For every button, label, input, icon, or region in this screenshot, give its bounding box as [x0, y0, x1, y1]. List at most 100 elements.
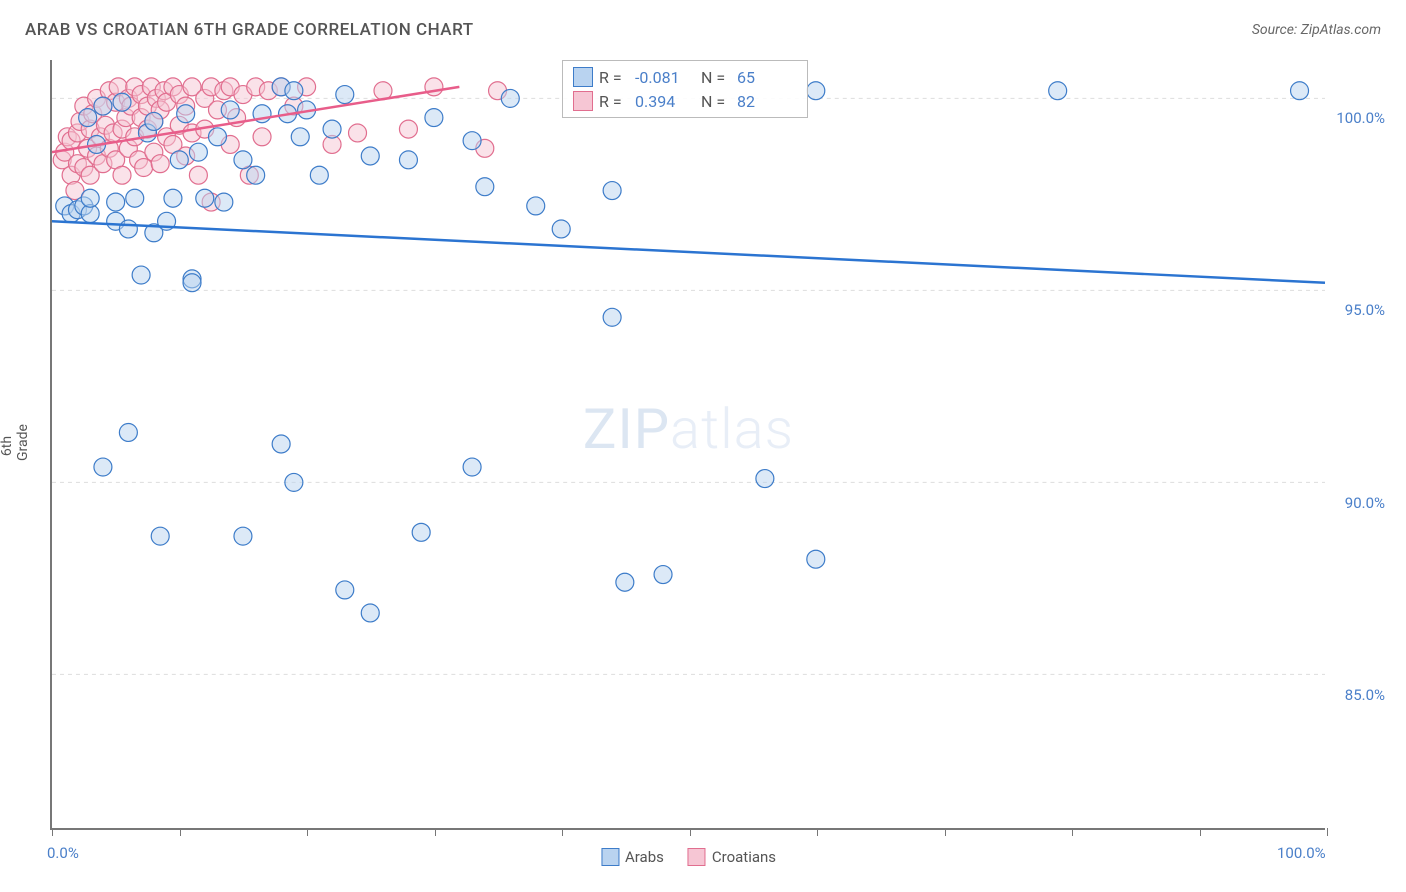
data-point — [272, 435, 290, 453]
y-tick-label: 85.0% — [1345, 686, 1385, 704]
data-point — [291, 128, 309, 146]
legend-item-croatians: Croatians — [688, 848, 776, 866]
data-point — [113, 166, 131, 184]
data-point — [215, 193, 233, 211]
y-tick-label: 100.0% — [1336, 109, 1385, 127]
data-point — [654, 566, 672, 584]
data-point — [126, 189, 144, 207]
data-point — [189, 143, 207, 161]
data-point — [113, 93, 131, 111]
data-point — [603, 308, 621, 326]
data-point — [349, 124, 367, 142]
data-point — [81, 189, 99, 207]
trend-line — [52, 221, 1325, 282]
data-point — [323, 120, 341, 138]
data-point — [399, 120, 417, 138]
croatians-legend-label: Croatians — [712, 848, 776, 866]
data-point — [132, 266, 150, 284]
data-point — [336, 581, 354, 599]
y-tick-label: 90.0% — [1345, 494, 1385, 512]
data-point — [177, 105, 195, 123]
x-tick-mark — [562, 828, 563, 836]
data-point — [285, 82, 303, 100]
x-tick-mark — [1072, 828, 1073, 836]
chart-svg — [52, 60, 1325, 828]
plot-area: ZIPatlas R = -0.081 N = 65 R = 0.394 N =… — [50, 60, 1325, 830]
chart-title: ARAB VS CROATIAN 6TH GRADE CORRELATION C… — [25, 20, 474, 40]
data-point — [183, 274, 201, 292]
data-point — [336, 86, 354, 104]
arabs-r-value: -0.081 — [635, 68, 695, 87]
croatians-r-value: 0.394 — [635, 92, 695, 111]
x-tick-mark — [817, 828, 818, 836]
n-label: N = — [701, 68, 731, 87]
data-point — [234, 151, 252, 169]
x-tick-label: 0.0% — [47, 844, 79, 862]
croatians-swatch-icon — [573, 91, 593, 111]
data-point — [399, 151, 417, 169]
x-tick-mark — [690, 828, 691, 836]
x-tick-mark — [1327, 828, 1328, 836]
data-point — [253, 128, 271, 146]
data-point — [476, 178, 494, 196]
data-point — [94, 97, 112, 115]
data-point — [527, 197, 545, 215]
data-point — [170, 151, 188, 169]
data-point — [425, 109, 443, 127]
data-point — [151, 527, 169, 545]
data-point — [164, 189, 182, 207]
data-point — [119, 220, 137, 238]
croatians-swatch-icon — [688, 848, 706, 866]
data-point — [145, 112, 163, 130]
data-point — [361, 147, 379, 165]
data-point — [412, 523, 430, 541]
data-point — [285, 473, 303, 491]
data-point — [135, 159, 153, 177]
stats-legend: R = -0.081 N = 65 R = 0.394 N = 82 — [562, 60, 808, 118]
series-legend: Arabs Croatians — [601, 848, 776, 866]
data-point — [1291, 82, 1309, 100]
r-label: R = — [599, 68, 629, 87]
r-label: R = — [599, 92, 629, 111]
data-point — [361, 604, 379, 622]
data-point — [463, 458, 481, 476]
x-tick-mark — [1200, 828, 1201, 836]
data-point — [756, 470, 774, 488]
data-point — [807, 550, 825, 568]
stats-row-croatians: R = 0.394 N = 82 — [573, 89, 797, 113]
data-point — [807, 82, 825, 100]
data-point — [552, 220, 570, 238]
x-tick-mark — [52, 828, 53, 836]
source-attribution: Source: ZipAtlas.com — [1252, 22, 1381, 38]
x-tick-mark — [307, 828, 308, 836]
data-point — [209, 128, 227, 146]
data-point — [94, 458, 112, 476]
data-point — [221, 101, 239, 119]
data-point — [79, 109, 97, 127]
data-point — [603, 182, 621, 200]
data-point — [151, 155, 169, 173]
x-tick-mark — [435, 828, 436, 836]
x-tick-mark — [180, 828, 181, 836]
arabs-swatch-icon — [573, 67, 593, 87]
data-point — [196, 189, 214, 207]
y-axis-label: 6th Grade — [0, 431, 31, 461]
arabs-swatch-icon — [601, 848, 619, 866]
n-label: N = — [701, 92, 731, 111]
data-point — [463, 132, 481, 150]
data-point — [1049, 82, 1067, 100]
data-point — [189, 166, 207, 184]
croatians-n-value: 82 — [737, 92, 797, 111]
data-point — [119, 424, 137, 442]
arabs-legend-label: Arabs — [625, 848, 664, 866]
data-point — [247, 166, 265, 184]
legend-item-arabs: Arabs — [601, 848, 664, 866]
arabs-n-value: 65 — [737, 68, 797, 87]
data-point — [310, 166, 328, 184]
x-tick-label: 100.0% — [1277, 844, 1326, 862]
x-tick-mark — [945, 828, 946, 836]
stats-row-arabs: R = -0.081 N = 65 — [573, 65, 797, 89]
data-point — [616, 573, 634, 591]
data-point — [234, 527, 252, 545]
data-point — [501, 89, 519, 107]
